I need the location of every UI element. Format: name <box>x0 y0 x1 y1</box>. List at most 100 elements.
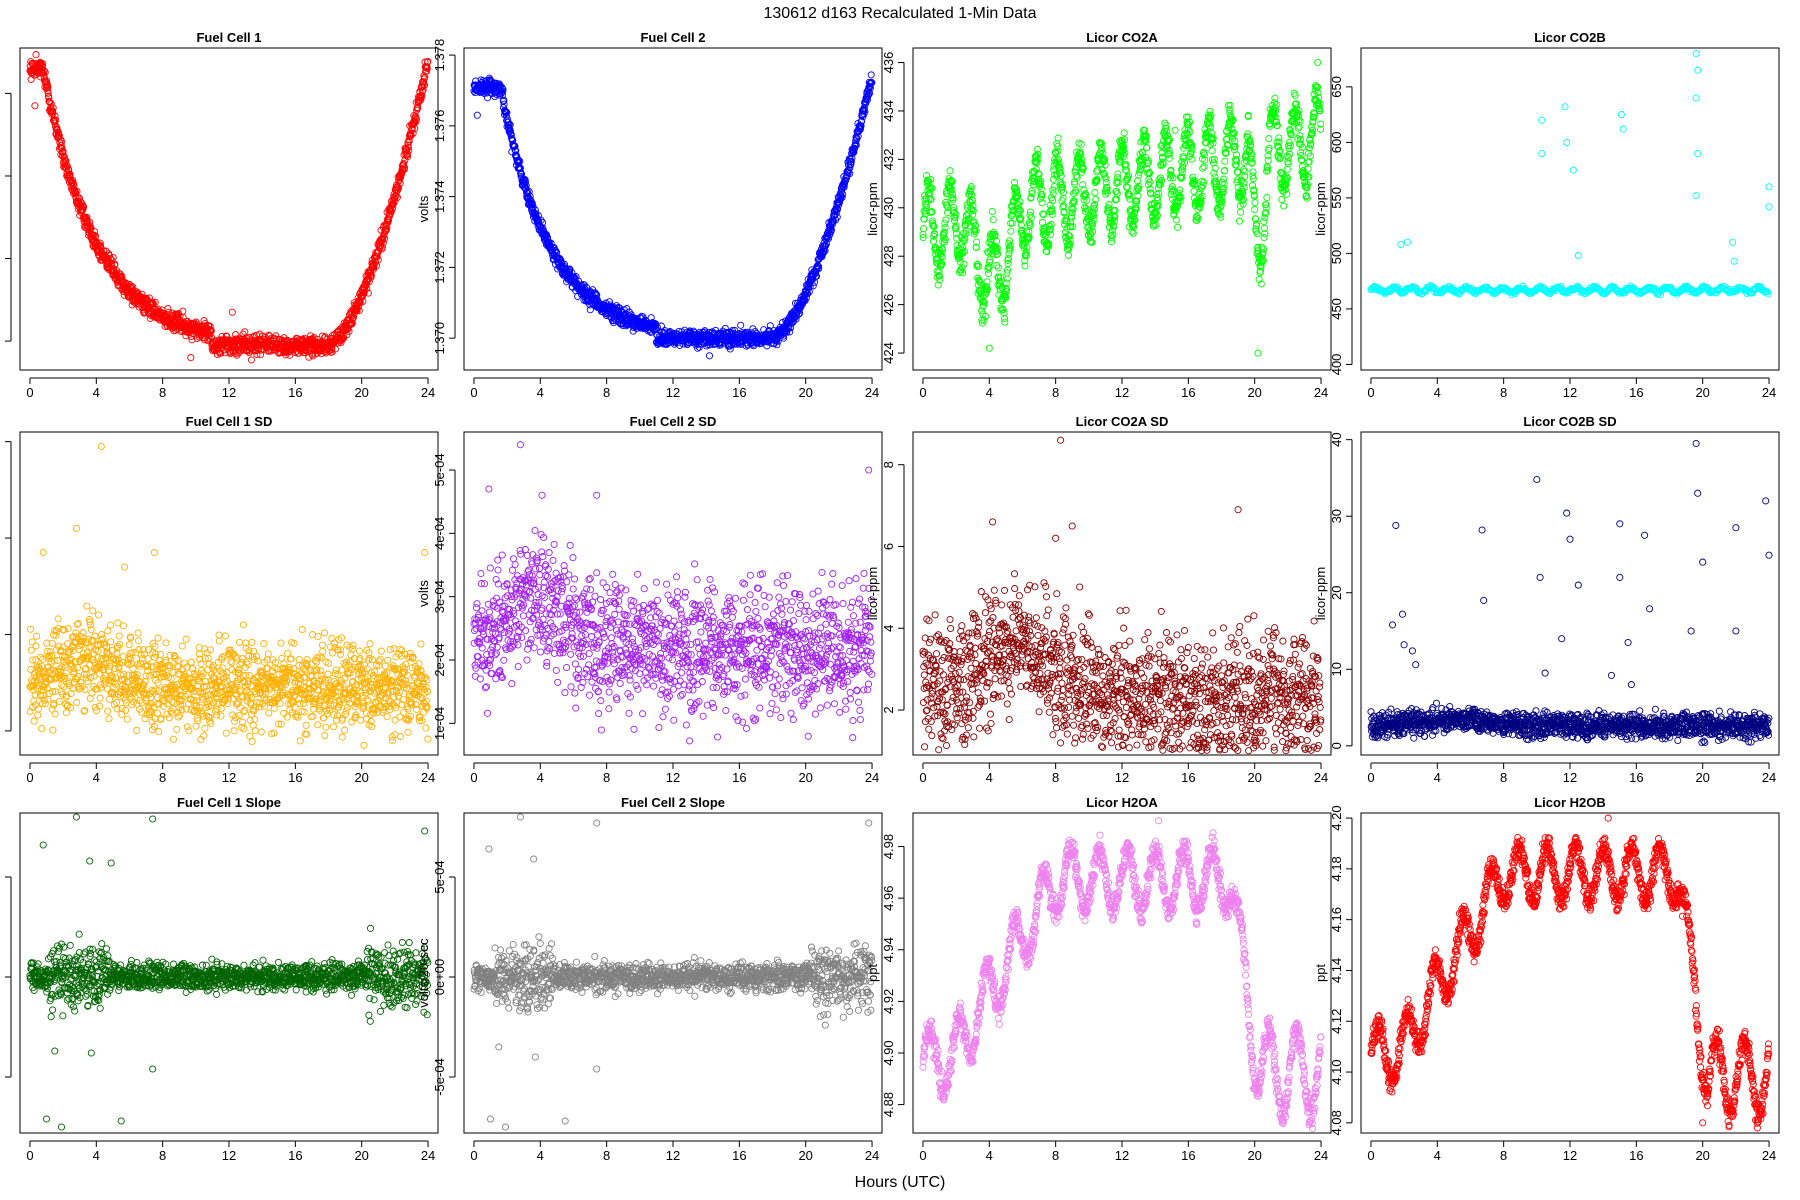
panel-title: Licor CO2B <box>1534 30 1606 45</box>
data-point <box>1200 163 1208 171</box>
points-fc1 <box>26 51 432 364</box>
panel-title: Licor CO2A <box>1086 30 1158 45</box>
y-axis-label: volts <box>416 195 431 222</box>
x-tick-label: 20 <box>1247 385 1261 400</box>
x-tick-label: 4 <box>93 770 100 785</box>
data-point <box>117 273 125 281</box>
x-tick-label: 0 <box>1367 385 1374 400</box>
x-tick-label: 16 <box>1181 385 1195 400</box>
data-point <box>39 60 47 68</box>
data-point <box>1271 94 1279 102</box>
x-tick-label: 0 <box>26 770 33 785</box>
data-point <box>62 157 70 165</box>
panels: Fuel Cell 1volts048121620241.2721.2741.2… <box>0 30 1780 1163</box>
plot-frame <box>19 47 439 371</box>
x-tick-label: 12 <box>1563 385 1577 400</box>
x-tick-label: 8 <box>1500 385 1507 400</box>
data-point <box>1206 107 1214 115</box>
data-point <box>1113 189 1121 198</box>
x-tick-label: 24 <box>421 385 435 400</box>
data-point <box>55 131 63 139</box>
data-point <box>1765 203 1773 211</box>
data-point <box>1569 166 1577 174</box>
data-point <box>1171 126 1179 134</box>
data-point <box>1007 227 1015 235</box>
y-tick-label: 426 <box>881 294 896 316</box>
data-point <box>1403 238 1411 246</box>
data-point <box>92 232 100 240</box>
data-point <box>1001 318 1009 326</box>
data-point <box>1692 192 1700 200</box>
x-tick-label: 4 <box>986 385 993 400</box>
data-point <box>1038 199 1046 207</box>
data-point <box>57 141 65 149</box>
data-point <box>187 354 195 362</box>
x-tick-label: 24 <box>1314 385 1328 400</box>
data-point <box>1692 50 1700 58</box>
x-tick-label: 8 <box>159 385 166 400</box>
points-fc2 <box>470 71 876 360</box>
data-point <box>26 625 35 633</box>
y-tick-label: 500 <box>1329 243 1344 265</box>
x-tick-label: 20 <box>354 770 368 785</box>
points-co2b <box>1367 50 1773 299</box>
x-tick-label: 8 <box>1052 385 1059 400</box>
data-point <box>232 331 240 339</box>
points-co2a <box>919 58 1325 357</box>
data-point <box>1563 138 1571 146</box>
y-tick-label: 434 <box>881 100 896 122</box>
data-point <box>1249 168 1257 176</box>
x-tick-label: 16 <box>1629 385 1643 400</box>
y-tick-label: 430 <box>881 197 896 219</box>
data-point <box>1049 190 1057 198</box>
data-point <box>1730 257 1738 265</box>
y-tick-label: 424 <box>881 342 896 364</box>
data-point <box>1264 156 1272 165</box>
data-point <box>207 326 215 335</box>
data-point <box>1694 149 1702 158</box>
data-point <box>1120 129 1128 137</box>
data-point <box>984 270 993 278</box>
data-point <box>960 260 968 268</box>
data-point <box>58 144 66 152</box>
panel-title: Fuel Cell 1 <box>196 30 261 45</box>
data-point <box>1729 238 1737 246</box>
data-point <box>989 216 997 224</box>
x-tick-label: 20 <box>1695 385 1709 400</box>
data-point <box>1235 217 1244 225</box>
panel-fc1sd: Fuel Cell 1 SDvolts048121620241e-043e-04… <box>0 414 439 785</box>
data-point <box>192 322 200 330</box>
data-point <box>867 71 875 79</box>
data-point <box>80 203 88 211</box>
y-tick-label: 1.374 <box>432 180 447 213</box>
data-point <box>1619 125 1627 133</box>
data-point <box>59 147 67 156</box>
plot-frame <box>1360 47 1780 371</box>
data-point <box>46 98 54 106</box>
data-point <box>473 111 481 119</box>
data-point <box>45 94 53 102</box>
data-point <box>127 282 135 290</box>
x-tick-label: 24 <box>865 385 879 400</box>
data-point <box>109 253 117 262</box>
data-point <box>1259 245 1268 253</box>
y-axis-label: licor-ppm <box>865 182 880 235</box>
x-tick-label: 4 <box>1434 385 1441 400</box>
y-tick-label: 7e-04 <box>0 425 3 458</box>
x-tick-label: 12 <box>222 385 236 400</box>
data-point <box>1091 189 1099 197</box>
figure-xlabel: Hours (UTC) <box>855 1174 946 1191</box>
y-tick-label: 428 <box>881 245 896 267</box>
data-point <box>919 225 928 233</box>
y-tick-label: 650 <box>1329 76 1344 98</box>
data-point <box>1050 182 1058 191</box>
y-tick-label: 1.278 <box>0 77 3 110</box>
data-point <box>58 137 66 146</box>
data-point <box>193 334 201 342</box>
data-point <box>946 167 954 175</box>
x-tick-label: 24 <box>1762 385 1776 400</box>
